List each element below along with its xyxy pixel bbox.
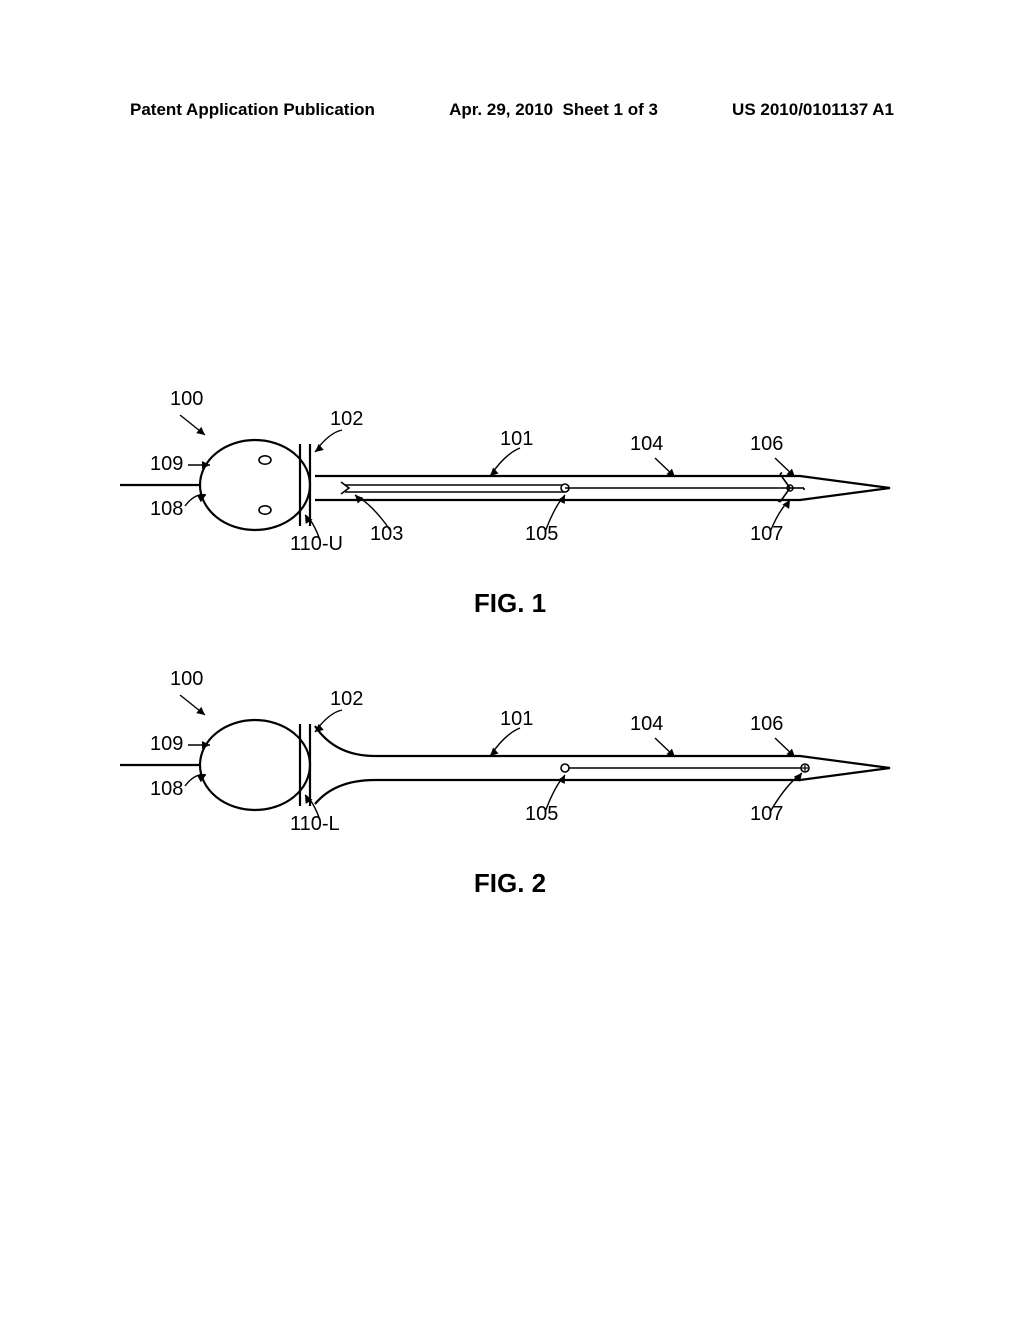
- svg-text:101: 101: [500, 428, 533, 450]
- figure-1-caption: FIG. 1: [110, 588, 910, 619]
- svg-text:109: 109: [150, 453, 183, 475]
- header: Patent Application Publication Apr. 29, …: [0, 100, 1024, 120]
- figure-1-drawing: 100102101104106109108103105107110-U: [110, 380, 910, 580]
- header-right: US 2010/0101137 A1: [732, 100, 894, 120]
- svg-text:105: 105: [525, 523, 558, 545]
- svg-text:107: 107: [750, 803, 783, 825]
- header-left: Patent Application Publication: [130, 100, 375, 120]
- svg-text:102: 102: [330, 688, 363, 710]
- figure-1: 100102101104106109108103105107110-U FIG.…: [110, 380, 910, 619]
- svg-text:109: 109: [150, 733, 183, 755]
- svg-text:104: 104: [630, 433, 663, 455]
- svg-text:102: 102: [330, 408, 363, 430]
- figure-2-drawing: 100 102 101 104 106 109 108 105 107 110-L: [110, 660, 910, 860]
- svg-text:100: 100: [170, 668, 203, 690]
- svg-text:107: 107: [750, 523, 783, 545]
- svg-text:110-L: 110-L: [290, 813, 340, 835]
- svg-text:110-U: 110-U: [290, 533, 343, 555]
- svg-text:104: 104: [630, 713, 663, 735]
- svg-text:106: 106: [750, 433, 783, 455]
- figure-2: 100 102 101 104 106 109 108 105 107 110-L FIG. 2: [110, 660, 910, 899]
- figure-2-caption: FIG. 2: [110, 868, 910, 899]
- svg-text:106: 106: [750, 713, 783, 735]
- svg-text:108: 108: [150, 498, 183, 520]
- svg-text:101: 101: [500, 708, 533, 730]
- header-mid: Apr. 29, 2010 Sheet 1 of 3: [449, 100, 658, 120]
- svg-text:105: 105: [525, 803, 558, 825]
- svg-text:108: 108: [150, 778, 183, 800]
- svg-text:100: 100: [170, 388, 203, 410]
